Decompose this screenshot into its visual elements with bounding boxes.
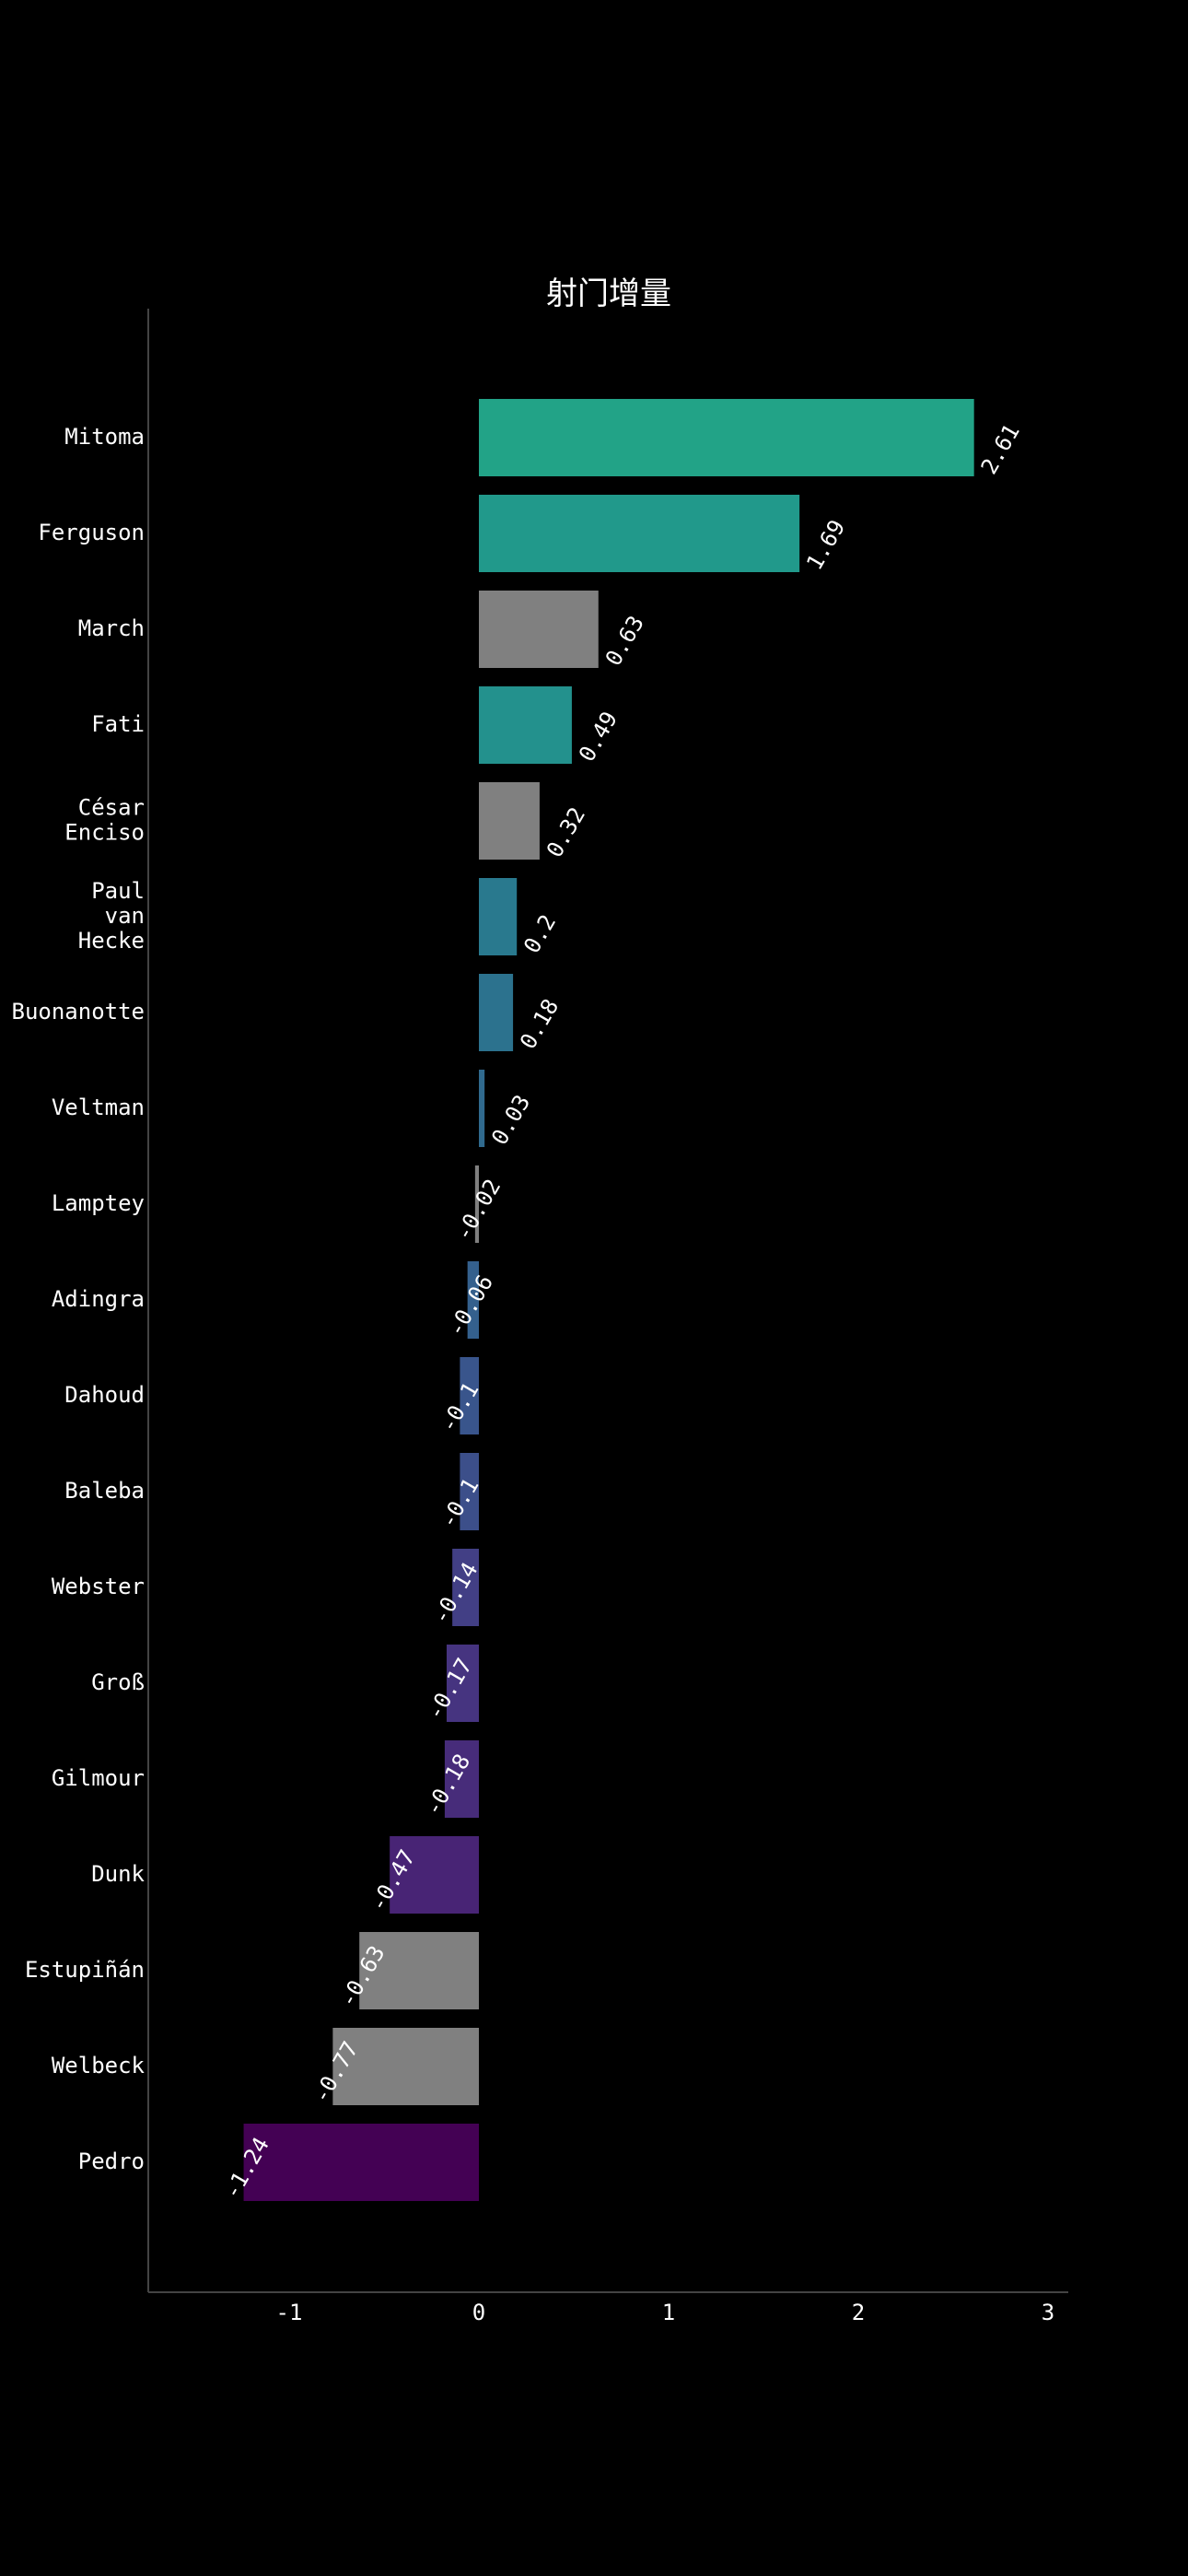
bar bbox=[390, 1836, 479, 1914]
value-label: 0.03 bbox=[486, 1090, 535, 1149]
category-label: Groß bbox=[91, 1669, 145, 1695]
bar bbox=[479, 591, 599, 668]
category-labels-group: Mitoma Ferguson March Fati César Enciso Paul va… bbox=[12, 424, 146, 2174]
category-label: Gilmour bbox=[52, 1765, 145, 1791]
category-label: Dahoud bbox=[64, 1382, 145, 1408]
value-label: -0.02 bbox=[450, 1175, 506, 1246]
bar bbox=[243, 2124, 479, 2201]
category-label: Paul van Hecke bbox=[78, 878, 145, 954]
bar bbox=[479, 1070, 485, 1147]
x-tick-label: 3 bbox=[1042, 2300, 1054, 2325]
category-label: Pedro bbox=[78, 2149, 145, 2174]
value-label: 0.2 bbox=[518, 910, 561, 958]
category-label: Lamptey bbox=[52, 1190, 145, 1216]
bar bbox=[460, 1357, 479, 1434]
category-label: March bbox=[78, 615, 145, 641]
category-label: Welbeck bbox=[52, 2053, 146, 2078]
bar bbox=[460, 1453, 479, 1530]
category-label: Adingra bbox=[52, 1286, 145, 1312]
x-ticks-group: -1 0 1 2 3 bbox=[276, 2300, 1055, 2325]
category-label: Dunk bbox=[91, 1861, 145, 1887]
category-label: Webster bbox=[52, 1574, 145, 1599]
bar bbox=[479, 399, 974, 476]
bar bbox=[479, 686, 572, 764]
category-label: Estupiñán bbox=[25, 1957, 145, 1983]
bar bbox=[479, 878, 518, 955]
bar bbox=[332, 2028, 479, 2105]
bar bbox=[452, 1549, 479, 1626]
category-label: Ferguson bbox=[38, 520, 145, 545]
chart-title: 射门增量 bbox=[546, 275, 671, 312]
value-labels-group: 2.61 1.69 0.63 0.49 0.32 0.2 0.18 0.03 -0.02 -0.0… bbox=[219, 419, 1025, 2203]
value-label: 0.32 bbox=[542, 802, 590, 861]
bar bbox=[479, 782, 540, 860]
value-label: -0.06 bbox=[443, 1270, 498, 1341]
value-label: 0.49 bbox=[574, 707, 623, 766]
bar bbox=[359, 1932, 479, 2009]
x-tick-label: 0 bbox=[472, 2300, 485, 2325]
x-tick-label: -1 bbox=[276, 2300, 303, 2325]
bar bbox=[467, 1261, 479, 1339]
value-label: 0.18 bbox=[515, 994, 564, 1053]
category-label: Buonanotte bbox=[12, 999, 146, 1025]
category-label: Mitoma bbox=[64, 424, 145, 450]
x-tick-label: 1 bbox=[662, 2300, 675, 2325]
bar bbox=[479, 495, 800, 572]
value-label: 0.63 bbox=[600, 611, 649, 670]
bar bbox=[446, 1645, 479, 1722]
category-label: Fati bbox=[91, 711, 145, 737]
bar bbox=[479, 974, 514, 1051]
category-label: Veltman bbox=[52, 1095, 145, 1120]
bar bbox=[474, 1165, 479, 1243]
category-label: César Enciso bbox=[64, 795, 145, 846]
value-label: 1.69 bbox=[801, 515, 850, 574]
bars-group bbox=[243, 399, 974, 2201]
category-label: Baleba bbox=[64, 1478, 145, 1504]
x-tick-label: 2 bbox=[852, 2300, 865, 2325]
value-label: 2.61 bbox=[976, 419, 1025, 478]
bar bbox=[444, 1740, 479, 1818]
